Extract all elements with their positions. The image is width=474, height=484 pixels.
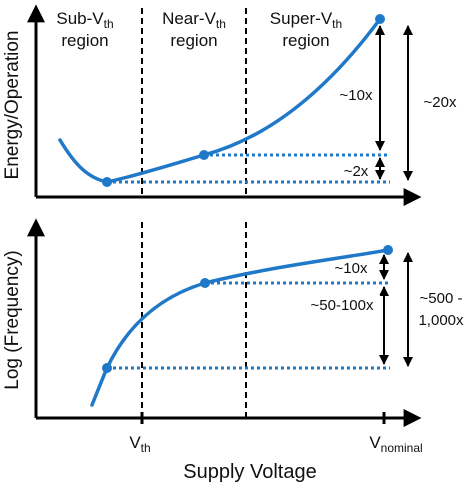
annotation-freq-500-1000x: ~500 -: [420, 290, 463, 307]
energy-point-minimum: [102, 177, 112, 187]
label-bg-50-100x: [304, 295, 380, 315]
region-label-near: Near-Vth: [162, 9, 226, 31]
region-label-sub: Sub-Vth: [56, 9, 113, 31]
region-label-sub-line2: region: [61, 31, 108, 50]
annotation-energy-10x: ~10x: [340, 87, 373, 104]
x-axis-label: Supply Voltage: [183, 461, 316, 483]
freq-point-nominal: [383, 245, 393, 255]
frequency-curve: [90, 248, 390, 407]
region-label-near-line2: region: [170, 31, 217, 50]
xtick-label-vth: Vth: [129, 433, 150, 455]
annotation-freq-10x: ~10x: [335, 260, 368, 277]
top-panel: Energy/Operation Sub-Vth region Near-Vth…: [2, 4, 457, 206]
xtick-label-vnominal: Vnominal: [369, 433, 422, 455]
annotation-freq-500-1000x-line2: 1,000x: [418, 312, 464, 329]
bottom-y-axis-label: Log (Frequency): [2, 250, 23, 389]
freq-point-near: [200, 278, 210, 288]
annotation-freq-50-100x: ~50-100x: [311, 297, 374, 314]
energy-point-nominal: [375, 14, 385, 24]
region-label-super-line2: region: [282, 31, 329, 50]
annotation-energy-2x: ~2x: [344, 163, 369, 180]
region-label-super: Super-Vth: [270, 9, 342, 31]
label-bg-10x-top: [336, 85, 376, 105]
freq-point-sub: [102, 363, 112, 373]
energy-curve: [58, 17, 382, 184]
top-y-axis-label: Energy/Operation: [2, 31, 23, 180]
annotation-energy-20x: ~20x: [424, 94, 457, 111]
bottom-panel: Log (Frequency) ~10x ~50-100x ~500 - 1,0…: [2, 218, 464, 483]
energy-point-near: [199, 150, 209, 160]
